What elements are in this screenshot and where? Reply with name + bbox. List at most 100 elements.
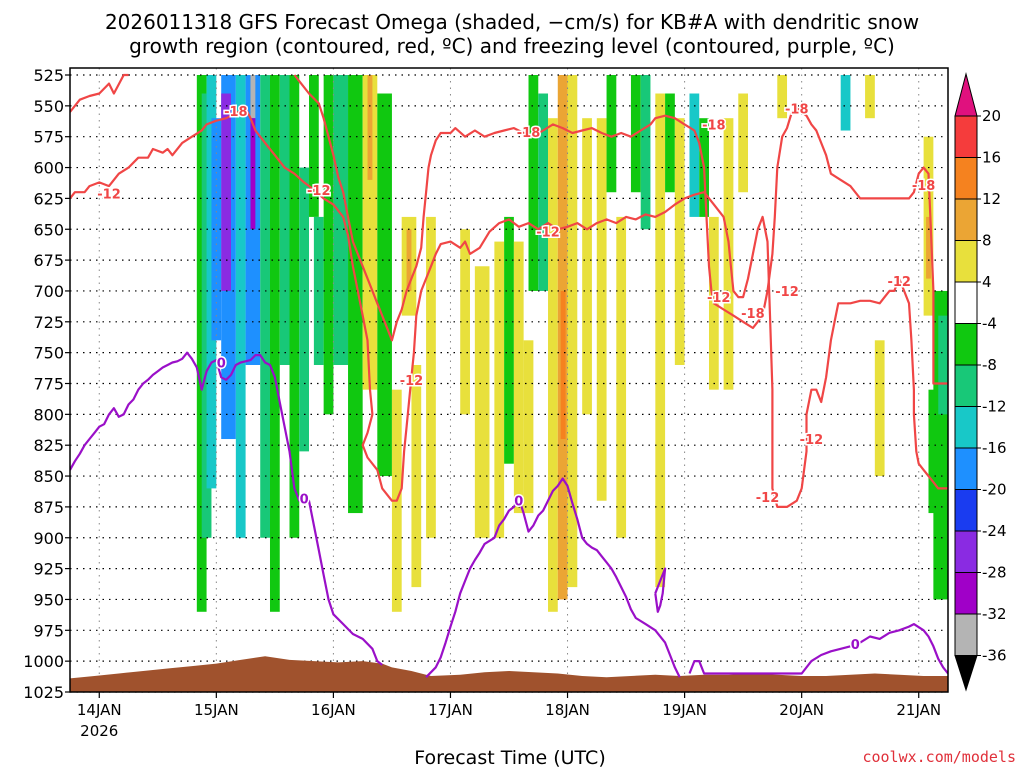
contour-label-17: 0 [514,495,523,510]
omega-shade-9 [250,118,256,230]
y-tick-label-13: 850 [33,467,64,486]
y-tick-label-15: 900 [33,529,64,548]
x-tick-label-0: 14JAN [77,701,122,719]
y-tick-label-0: 525 [33,66,64,85]
colorbar-bin-0 [954,72,978,117]
colorbar-bin-4 [954,240,978,283]
contour-label-15: 0 [217,357,226,372]
y-tick-label-20: 1025 [23,683,64,702]
omega-shade-6 [235,75,246,538]
contour-label-16: 0 [300,492,309,507]
omega-shade-17 [323,75,334,415]
contour-line-2 [293,74,948,385]
y-tick-label-19: 1000 [23,652,64,671]
x-tick-label-6: 20JAN [779,701,824,719]
x-tick-sublabel-0: 2026 [80,722,118,740]
x-axis-title: Forecast Time (UTC) [414,747,605,768]
omega-shade-32 [513,241,524,514]
contour-labels: -12 -12 -12 -12 -12 -12 -12 -12 -12 -18 -18 -18 -18 -… [96,101,937,655]
colorbar-bin-3 [954,198,978,241]
chart-title-line2: growth region (contoured, red, ºC) and f… [129,34,895,58]
contour-line-0 [70,107,948,508]
omega-shade-26 [411,364,422,588]
y-tick-label-10: 775 [33,375,64,394]
omega-shade-39 [567,75,578,588]
colorbar-bin-8 [954,406,978,449]
colorbar-bin-6 [954,323,978,366]
y-tick-label-16: 925 [33,560,64,579]
omega-shade-48 [674,118,685,365]
omega-shade-31 [504,216,514,464]
contour-line-4 [425,477,681,678]
colorbar-bin-7 [954,364,978,407]
y-axis: 525 550 575 600 625 650 675 700 725 750 775 800 825 8… [23,66,70,702]
credit-text: coolwx.com/models [862,748,1016,766]
colorbar-bin-11 [954,530,978,573]
omega-shade-33 [523,340,534,514]
y-tick-label-18: 975 [33,621,64,640]
omega-shade-62 [938,315,948,415]
colorbar-bin-5 [954,281,978,324]
omega-shade-42 [606,75,617,193]
omega-shade-3 [211,118,222,341]
omega-shade-49 [689,93,700,217]
omega-shade-29 [474,266,490,538]
omega-shade-10 [260,75,270,538]
omega-shade-16 [313,216,324,365]
omega-shade-28 [460,229,470,415]
y-tick-label-7: 700 [33,282,64,301]
contour-label-3: -12 [536,226,560,241]
omega-shade-38 [560,290,566,440]
omega-shade-52 [723,118,734,390]
contour-label-6: -12 [800,433,824,448]
colorbar-bin-1 [954,115,978,158]
omega-shade-19 [348,75,363,514]
y-tick-label-14: 875 [33,498,64,517]
colorbar-bin-13 [954,613,978,656]
y-tick-label-8: 725 [33,313,64,332]
omega-shade-15 [309,75,319,217]
omega-shade-12 [279,75,290,365]
colorbar: 20 16 12 8 4 -4 -8 -12 -16 -20 -24 -28 -32 -36 [954,72,1007,692]
colorbar-label-9: -20 [982,481,1007,499]
contour-label-10: -18 [517,126,541,141]
colorbar-bin-12 [954,572,978,615]
colorbar-bin-9 [954,447,978,490]
colorbar-bin-10 [954,489,978,532]
contour-label-11: -18 [702,118,726,133]
omega-shade-11 [269,75,280,612]
y-tick-label-6: 675 [33,251,64,270]
x-tick-label-2: 16JAN [311,701,356,719]
colorbar-label-12: -32 [982,605,1007,623]
contours [70,73,948,678]
y-tick-label-17: 950 [33,590,64,609]
y-tick-label-9: 750 [33,344,64,363]
x-tick-label-5: 19JAN [662,701,707,719]
omega-shade-45 [640,75,651,230]
contour-label-4: -12 [707,291,731,306]
contour-line-1 [70,73,129,113]
x-tick-label-4: 18JAN [545,701,590,719]
contour-label-13: -18 [785,102,809,117]
contour-line-3 [70,351,383,666]
y-tick-label-11: 800 [33,405,64,424]
x-tick-label-7: 21JAN [896,701,941,719]
grid [70,68,948,693]
omega-shade-18 [333,75,349,365]
omega-shade-55 [840,75,851,131]
colorbar-label-5: -4 [982,315,997,333]
colorbar-label-7: -12 [982,398,1007,416]
colorbar-label-4: 4 [982,273,992,291]
omega-shade-46 [655,93,666,588]
terrain-fill [70,656,948,692]
y-tick-label-1: 550 [33,97,64,116]
contour-label-0: -12 [97,187,121,202]
y-tick-label-2: 575 [33,128,64,147]
y-tick-label-5: 650 [33,220,64,239]
colorbar-label-3: 8 [982,232,992,250]
colorbar-label-11: -28 [982,564,1007,582]
contour-label-18: 0 [851,638,860,653]
omega-shade-47 [665,93,675,193]
contour-line-6 [688,622,948,675]
